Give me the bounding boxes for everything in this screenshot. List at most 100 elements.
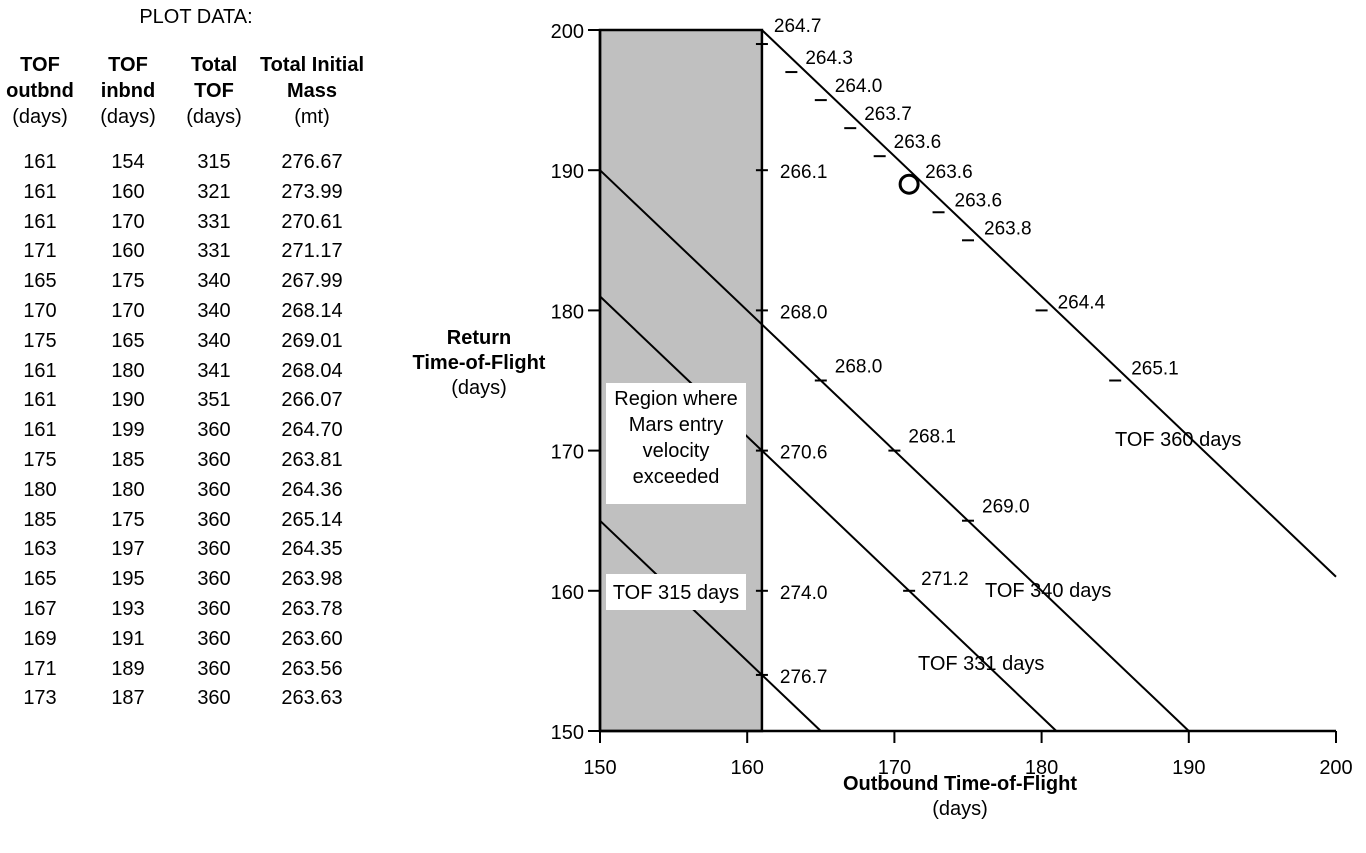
x-tick-label: 160 xyxy=(731,757,764,779)
table-cell: 170 xyxy=(111,300,145,322)
table-cell: 191 xyxy=(111,627,145,650)
table-cell: 193 xyxy=(111,598,145,620)
table-cell: 169 xyxy=(23,627,57,650)
series-label: TOF 315 days xyxy=(613,582,739,604)
table-cell: 268.04 xyxy=(281,359,343,382)
table-cell: 170 xyxy=(111,210,145,233)
table-header-cell: Total Initial Mass (mt) xyxy=(247,52,377,130)
x-tick-label: 190 xyxy=(1172,757,1205,779)
y-axis-label: Return Time-of-Flight (days) xyxy=(404,326,554,401)
table-cell: 264.35 xyxy=(281,538,343,561)
data-point-label: 266.1 xyxy=(780,162,828,183)
table-cell: 175 xyxy=(23,329,57,352)
table-cell: 315 xyxy=(197,151,231,173)
data-point-label: 263.6 xyxy=(925,162,973,183)
data-point-label: 264.7 xyxy=(774,16,822,37)
table-header-cell: Total TOF (days) xyxy=(174,52,254,130)
data-point-label: 270.6 xyxy=(780,443,828,464)
data-point-label: 264.3 xyxy=(805,48,853,69)
series-line xyxy=(761,29,1337,578)
table-cell: 360 xyxy=(197,478,231,501)
table-cell: 187 xyxy=(111,687,145,710)
table-cell: 180 xyxy=(23,478,57,501)
table-cell: 264.70 xyxy=(281,419,343,442)
table-header-unit: (days) xyxy=(12,106,68,128)
table-cell: 161 xyxy=(23,180,57,203)
data-point-label: 269.0 xyxy=(982,497,1030,518)
data-point-label: 263.6 xyxy=(955,190,1003,211)
table-cell: 264.36 xyxy=(281,478,343,501)
region-label-line: Region where xyxy=(614,388,737,410)
y-axis-title: Return Time-of-Flight xyxy=(412,327,546,374)
table-cell: 160 xyxy=(111,240,145,263)
x-tick-label: 180 xyxy=(1025,757,1058,779)
table-cell: 263.98 xyxy=(281,568,343,591)
x-tick-label: 150 xyxy=(583,757,616,779)
series-line xyxy=(599,519,822,732)
table-cell: 154 xyxy=(111,151,145,173)
table-cell: 360 xyxy=(197,568,231,591)
x-tick-label: 200 xyxy=(1319,757,1352,779)
data-point-label: 271.2 xyxy=(921,569,969,590)
series-label: TOF 340 days xyxy=(985,580,1111,602)
table-cell: 195 xyxy=(111,568,145,591)
data-point-label: 263.7 xyxy=(864,104,912,125)
table-cell: 270.61 xyxy=(281,210,343,233)
data-point-label: 264.0 xyxy=(835,76,883,97)
y-tick-label: 170 xyxy=(551,442,584,464)
table-cell: 161 xyxy=(23,151,57,173)
table-cell: 263.81 xyxy=(281,449,343,471)
data-point-label: 264.4 xyxy=(1058,292,1106,313)
table-cell: 360 xyxy=(197,419,231,442)
table-cell: 271.17 xyxy=(281,240,343,263)
table-cell: 263.78 xyxy=(281,598,343,620)
y-axis-unit: (days) xyxy=(451,377,507,399)
y-tick-label: 160 xyxy=(551,582,584,604)
table-cell: 360 xyxy=(197,508,231,531)
table-header-unit: (mt) xyxy=(294,106,330,128)
table-cell: 160 xyxy=(111,180,145,203)
x-tick-label: 170 xyxy=(878,757,911,779)
table-cell: 189 xyxy=(111,657,145,680)
y-tick-label: 190 xyxy=(551,161,584,183)
table-cell: 360 xyxy=(197,538,231,561)
table-cell: 175 xyxy=(23,449,57,471)
plot-data-table: PLOT DATA: TOF outbnd (days) TOF inbnd (day… xyxy=(0,0,380,760)
table-header-title: TOF outbnd xyxy=(6,54,74,102)
table-cell: 190 xyxy=(111,389,145,412)
data-point-label: 276.7 xyxy=(780,667,828,688)
table-cell: 161 xyxy=(23,210,57,233)
data-point-label: 263.6 xyxy=(894,132,942,153)
table-cell: 340 xyxy=(197,329,231,352)
table-title: PLOT DATA: xyxy=(139,6,253,28)
y-tick-label: 180 xyxy=(551,301,584,323)
table-header-unit: (days) xyxy=(186,106,242,128)
table-cell: 360 xyxy=(197,627,231,650)
table-cell: 173 xyxy=(23,687,57,710)
region-label-line: exceeded xyxy=(633,466,720,488)
table-header-title: TOF inbnd xyxy=(100,54,156,102)
table-cell: 185 xyxy=(23,508,57,531)
y-tick-label: 200 xyxy=(551,21,584,43)
table-cell: 165 xyxy=(111,329,145,352)
table-cell: 265.14 xyxy=(281,508,343,531)
table-header-title: Total Initial Mass xyxy=(259,54,365,102)
table-cell: 360 xyxy=(197,657,231,680)
table-cell: 161 xyxy=(23,389,57,412)
table-cell: 276.67 xyxy=(281,151,343,173)
series-label: TOF 360 days xyxy=(1115,429,1241,451)
table-cell: 331 xyxy=(197,240,231,263)
table-cell: 171 xyxy=(23,240,57,263)
table-header-unit: (days) xyxy=(100,106,156,128)
shaded-region xyxy=(598,28,764,733)
y-tick-label: 150 xyxy=(551,722,584,744)
table-cell: 321 xyxy=(197,180,231,203)
table-cell: 175 xyxy=(111,508,145,531)
table-cell: 263.56 xyxy=(281,657,343,680)
table-cell: 269.01 xyxy=(281,329,343,352)
table-cell: 268.14 xyxy=(281,300,343,322)
table-cell: 331 xyxy=(197,210,231,233)
table-cell: 161 xyxy=(23,419,57,442)
x-axis-title: Outbound Time-of-Flight xyxy=(842,773,1077,795)
data-point-label: 268.1 xyxy=(908,427,956,448)
